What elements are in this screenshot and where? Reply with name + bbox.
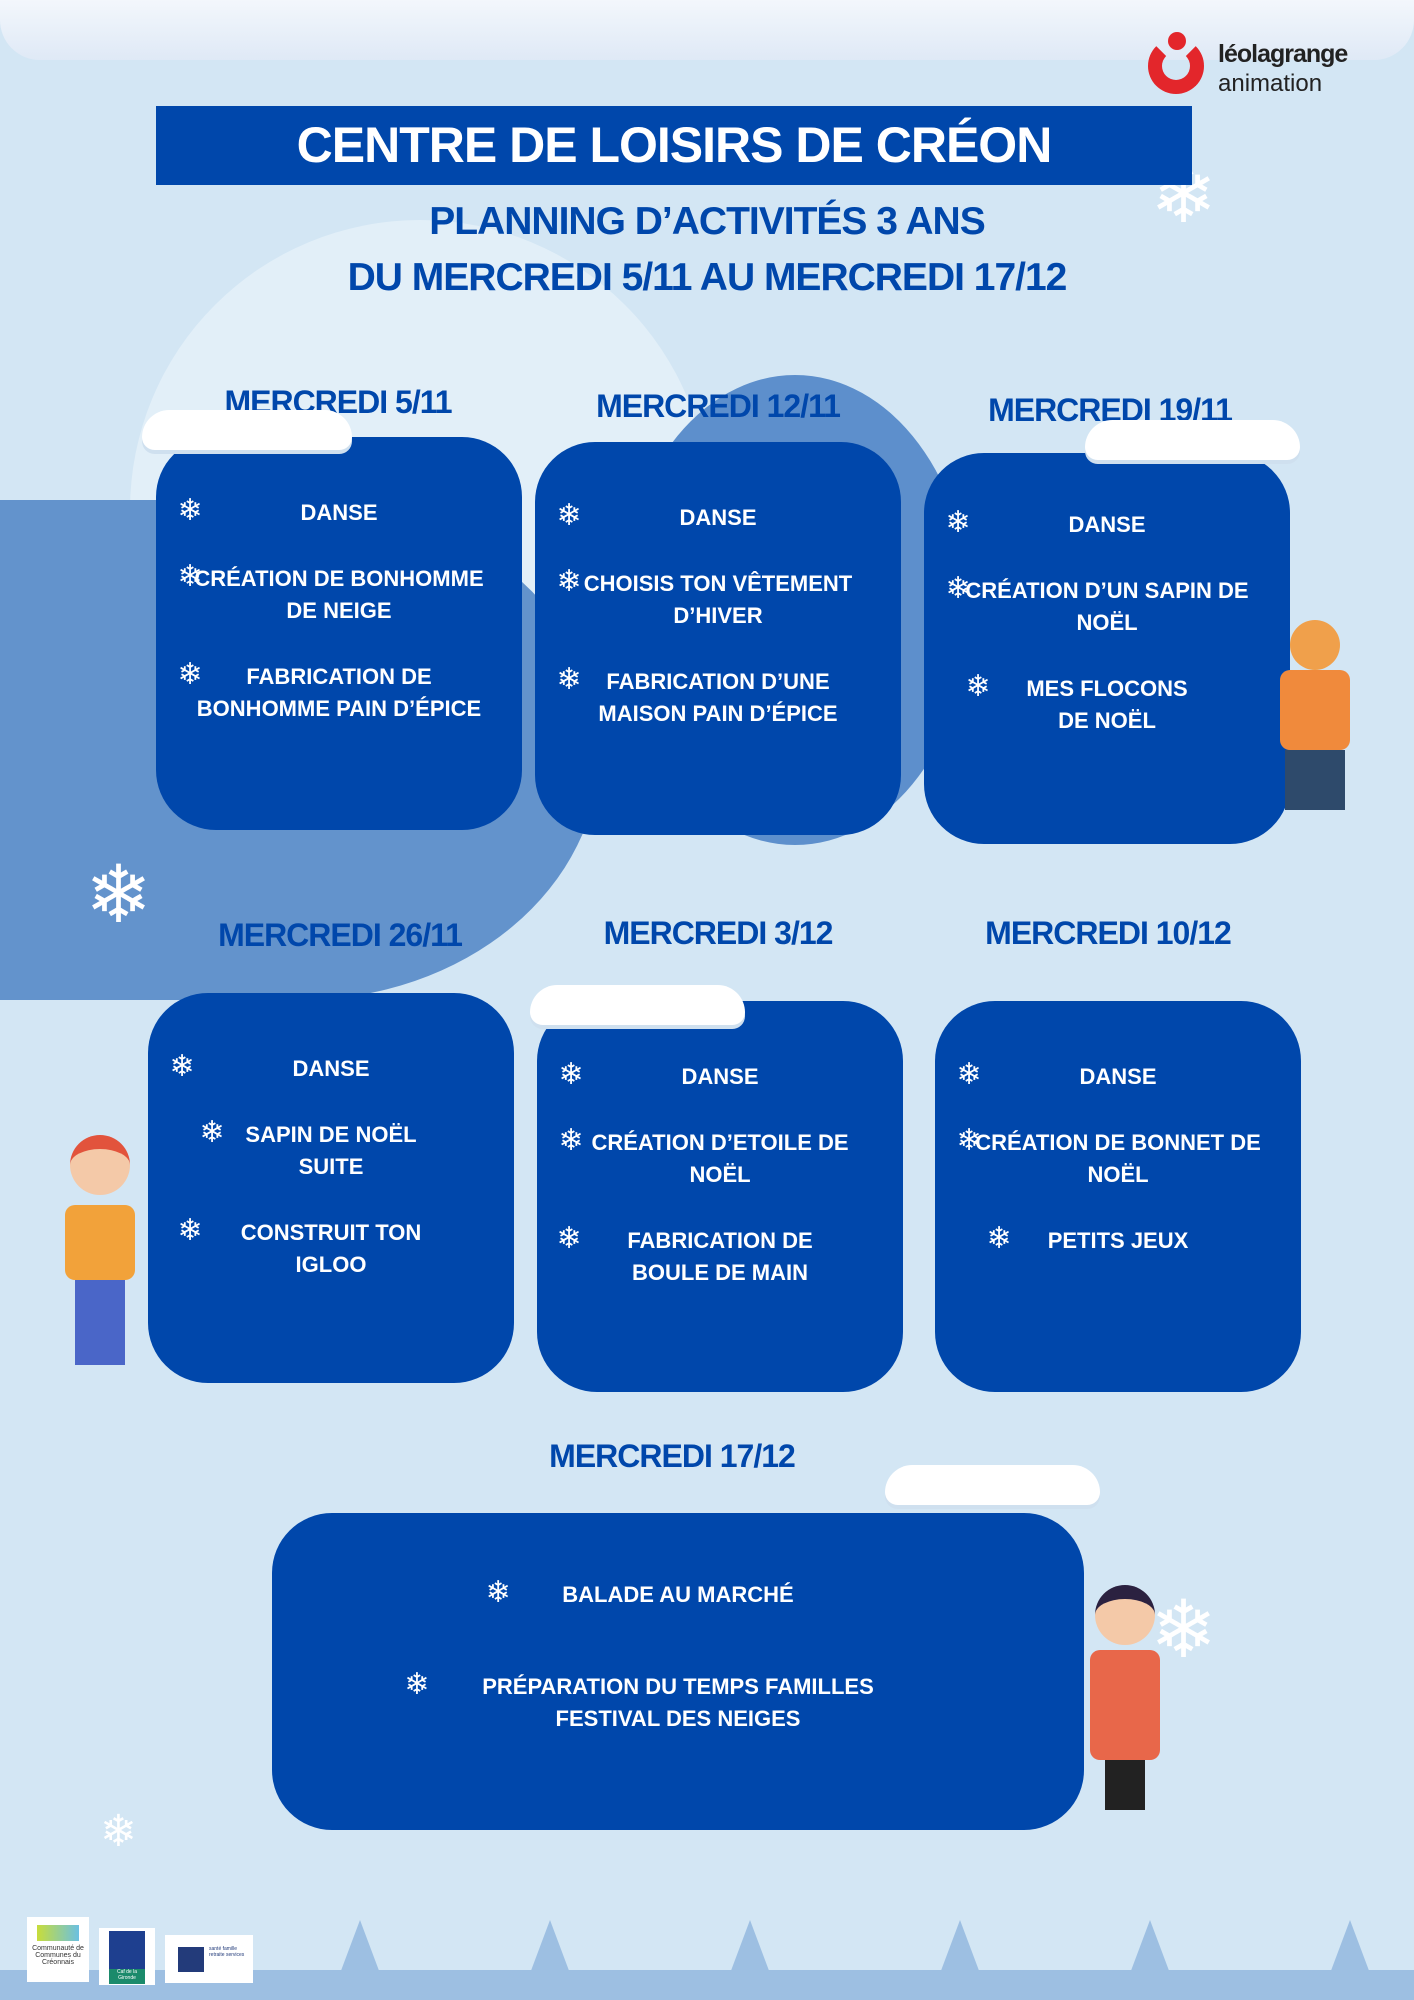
snowflake-icon: ❄	[177, 1214, 203, 1247]
activity-label: CRÉATION DE BONNET DE NOËL	[975, 1130, 1261, 1187]
leo-lagrange-logo: léolagrange animation	[1148, 32, 1384, 102]
snowflake-icon: ❄	[85, 850, 153, 939]
day-card: ❄ DANSE ❄ CRÉATION D’UN SAPIN DE NOËL ❄ MES…	[924, 453, 1290, 844]
child-illustration	[45, 1135, 155, 1375]
activity-item: ❄ CRÉATION DE BONNET DE NOËL	[956, 1125, 1273, 1191]
caf-text: Caf de la Gironde	[109, 1969, 145, 1984]
snowflake-icon: ❄	[956, 1124, 982, 1157]
activity-label: CHOISIS TON VÊTEMENT D’HIVER	[583, 571, 853, 628]
snow-cap	[530, 985, 745, 1025]
activity-item: ❄ PRÉPARATION DU TEMPS FAMILLES FESTIVAL …	[404, 1669, 921, 1735]
snowflake-icon: ❄	[177, 658, 203, 691]
activity-item: ❄ FABRICATION DE BOULE DE MAIN	[557, 1223, 834, 1289]
activity-item: ❄ FABRICATION D’UNE MAISON PAIN D’ÉPICE	[556, 664, 873, 730]
snowflake-icon: ❄	[556, 663, 582, 696]
activity-item: ❄ FABRICATION DE BONHOMME PAIN D’ÉPICE	[177, 659, 494, 725]
activity-item: ❄ DANSE	[945, 507, 1262, 541]
logo-line2: animation	[1218, 70, 1323, 97]
activity-label: DANSE	[292, 1056, 370, 1081]
day-card: ❄ DANSE ❄ CRÉATION DE BONHOMME DE NEIGE ❄ F…	[156, 437, 522, 830]
activity-item: ❄ CRÉATION DE BONHOMME DE NEIGE	[177, 561, 494, 627]
snowflake-icon: ❄	[945, 506, 971, 539]
msa-text: santé famille retraite services	[209, 1946, 245, 1958]
activity-item: ❄ DANSE	[558, 1059, 875, 1093]
page-title: CENTRE DE LOISIRS DE CRÉON	[156, 106, 1192, 185]
snowflake-icon: ❄	[199, 1116, 225, 1149]
activity-item: ❄ DANSE	[956, 1059, 1273, 1093]
snowflake-icon: ❄	[956, 1058, 982, 1091]
day-card: ❄ DANSE ❄ SAPIN DE NOËL SUITE ❄ CONSTRUIT T…	[148, 993, 514, 1383]
snowflake-icon: ❄	[556, 499, 582, 532]
activity-label: DANSE	[300, 500, 378, 525]
snowflake-icon: ❄	[177, 494, 203, 527]
activity-label: CRÉATION D’UN SAPIN DE NOËL	[965, 578, 1249, 635]
activity-item: ❄ CHOISIS TON VÊTEMENT D’HIVER	[556, 566, 873, 632]
activity-item: ❄ CRÉATION D’UN SAPIN DE NOËL	[945, 573, 1262, 639]
snowflake-icon: ❄	[558, 1058, 584, 1091]
logo-line1: léolagrange	[1218, 40, 1348, 68]
day-title: MERCREDI 3/12	[603, 915, 834, 951]
activity-label: DANSE	[679, 505, 757, 530]
ccc-text: Communauté de Communes du Créonnais	[32, 1945, 84, 1966]
day-card: ❄ DANSE ❄ CRÉATION D’ETOILE DE NOËL ❄ FABRI…	[537, 1001, 903, 1392]
child-illustration	[1070, 1585, 1180, 1815]
day-card: ❄ DANSE ❄ CRÉATION DE BONNET DE NOËL ❄ PETI…	[935, 1001, 1301, 1392]
activity-label: BALADE AU MARCHÉ	[562, 1582, 794, 1607]
activity-label: FABRICATION DE BONHOMME PAIN D’ÉPICE	[196, 664, 482, 721]
activity-item: ❄ PETITS JEUX	[987, 1223, 1210, 1257]
subtitle-line1: PLANNING D’ACTIVITÉS 3 ANS	[429, 200, 985, 243]
msa-logo: santé famille retraite services	[165, 1935, 253, 1983]
snowflake-icon: ❄	[100, 1807, 137, 1856]
activity-label: PRÉPARATION DU TEMPS FAMILLES FESTIVAL D…	[482, 1674, 874, 1731]
activity-item: ❄ DANSE	[169, 1051, 486, 1085]
day-card: ❄ BALADE AU MARCHÉ ❄ PRÉPARATION DU TEMPS …	[272, 1513, 1084, 1830]
subtitle-line2: DU MERCREDI 5/11 AU MERCREDI 17/12	[347, 256, 1068, 299]
snow-cap	[885, 1465, 1100, 1505]
day-title: MERCREDI 10/12	[985, 915, 1232, 951]
activity-item: ❄ DANSE	[556, 500, 873, 534]
snowflake-icon: ❄	[1150, 1585, 1218, 1674]
activity-label: PETITS JEUX	[1047, 1228, 1189, 1253]
activity-label: FABRICATION DE BOULE DE MAIN	[627, 1228, 813, 1285]
snowflake-icon: ❄	[556, 565, 582, 598]
caf-logo: Caf de la Gironde	[99, 1928, 155, 1985]
activity-label: FABRICATION D’UNE MAISON PAIN D’ÉPICE	[598, 669, 838, 726]
activity-item: ❄ SAPIN DE NOËL SUITE	[200, 1117, 423, 1183]
snowflake-icon: ❄	[404, 1668, 430, 1701]
activity-item: ❄ CRÉATION D’ETOILE DE NOËL	[558, 1125, 875, 1191]
activity-item: ❄ MES FLOCONS DE NOËL	[966, 671, 1199, 737]
snowflake-icon: ❄	[169, 1050, 195, 1083]
day-title: MERCREDI 17/12	[549, 1438, 796, 1474]
activity-label: MES FLOCONS DE NOËL	[1026, 676, 1188, 733]
snowflake-icon: ❄	[556, 1222, 582, 1255]
snowflake-icon: ❄	[177, 560, 203, 593]
snowflake-icon: ❄	[986, 1222, 1012, 1255]
activity-label: SAPIN DE NOËL SUITE	[245, 1122, 417, 1179]
snowflake-icon: ❄	[485, 1576, 511, 1609]
activity-label: DANSE	[1079, 1064, 1157, 1089]
activity-label: DANSE	[1068, 512, 1146, 537]
child-illustration	[1270, 620, 1360, 820]
activity-item: ❄ DANSE	[177, 495, 494, 529]
day-title: MERCREDI 26/11	[218, 917, 463, 953]
snowflake-icon: ❄	[945, 572, 971, 605]
snowflake-icon: ❄	[965, 670, 991, 703]
snowflake-icon: ❄	[558, 1124, 584, 1157]
activity-item: ❄ CONSTRUIT TON IGLOO	[178, 1215, 445, 1281]
activity-label: CONSTRUIT TON IGLOO	[240, 1220, 422, 1277]
activity-item: ❄ BALADE AU MARCHÉ	[486, 1577, 841, 1611]
ccc-logo: Communauté de Communes du Créonnais	[27, 1917, 89, 1982]
snow-cap	[142, 410, 352, 450]
snow-cap	[1085, 420, 1300, 460]
activity-label: CRÉATION D’ETOILE DE NOËL	[591, 1130, 849, 1187]
day-title: MERCREDI 12/11	[596, 388, 841, 424]
activity-label: DANSE	[681, 1064, 759, 1089]
activity-label: CRÉATION DE BONHOMME DE NEIGE	[194, 566, 484, 623]
logo-head	[1168, 32, 1186, 50]
day-card: ❄ DANSE ❄ CHOISIS TON VÊTEMENT D’HIVER ❄ FA…	[535, 442, 901, 835]
